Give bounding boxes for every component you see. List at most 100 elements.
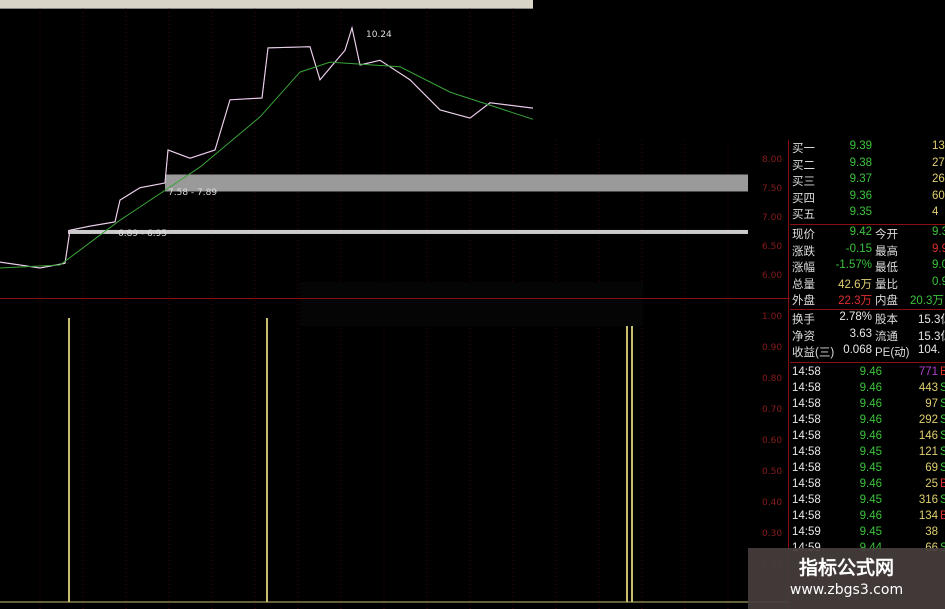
watermark: 指标公式网 www.zbgs3.com [748, 548, 945, 609]
quote-row: 涨跌 -0.15 最高 9.9 [792, 243, 945, 259]
tick-volume: 69 [925, 462, 938, 474]
peak-label: 10.24 [366, 30, 392, 40]
price-axis-label: 6.00 [762, 271, 783, 281]
tick-volume: 771 [918, 366, 938, 378]
bid-label: 买二 [792, 159, 815, 172]
bid-volume: 26 [932, 173, 945, 185]
stat-label: 总量 [792, 278, 815, 291]
quote-row: 14:58 9.46 146 S [792, 430, 945, 446]
stat-value: 9.9 [932, 242, 945, 255]
band-high-label: 7.58 - 7.89 [168, 188, 218, 198]
watermark-title: 指标公式网 [798, 557, 894, 579]
tick-price: 9.45 [859, 462, 882, 474]
quote-row: 14:58 9.45 316 S [792, 494, 945, 510]
separator [790, 224, 945, 225]
tick-time: 14:58 [792, 366, 821, 378]
fund-value: 104. [918, 344, 941, 356]
stat-label: 外盘 [792, 295, 815, 307]
volume-axis-label: 0.80 [762, 374, 783, 384]
quote-row: 14:58 9.46 25 B [792, 478, 945, 494]
volume-axis-label: 0.50 [762, 467, 783, 477]
fund-label: PE(动) [875, 347, 910, 359]
quote-row: 总量 42.6万 量比 0.9 [792, 276, 945, 292]
volume-axis-label: 0.40 [762, 498, 783, 508]
tick-time: 14:59 [792, 526, 821, 538]
quote-row: 涨幅 -1.57% 最低 9.0 [792, 259, 945, 275]
tick-price: 9.46 [859, 430, 882, 442]
quote-row: 外盘 22.3万 内盘 20.3万 [792, 292, 945, 308]
quote-row: 14:58 9.45 121 S [792, 446, 945, 462]
tick-time: 14:58 [792, 382, 821, 394]
quote-row: 14:58 9.46 97 S [792, 398, 945, 414]
bid-volume: 4 [932, 206, 939, 218]
stat-value: 42.6万 [838, 278, 872, 291]
quote-row: 14:59 9.45 38 [792, 526, 945, 542]
quote-row: 14:58 9.46 771 B [792, 366, 945, 382]
bid-price: 9.36 [849, 189, 872, 202]
bid-volume: 60 [932, 189, 945, 202]
quote-row: 买三 9.37 26 [792, 173, 945, 189]
price-axis-label: 6.50 [762, 242, 783, 252]
tick-flag: S [940, 414, 945, 426]
watermark-url: www.zbgs3.com [789, 582, 904, 598]
quote-row: 收益(三) 0.068 PE(动) 104. [792, 344, 945, 360]
tick-flag: B [940, 366, 945, 378]
tick-price: 9.45 [859, 446, 882, 458]
tick-volume: 146 [918, 430, 938, 442]
tick-flag: S [940, 446, 945, 458]
axis-divider [788, 140, 789, 609]
tick-price: 9.45 [859, 494, 882, 506]
ma-line [0, 61, 534, 269]
volume-axis-label: 0.60 [762, 436, 783, 446]
tick-volume: 121 [918, 446, 938, 458]
bid-volume: 27 [932, 156, 945, 169]
volume-axis-label: 0.30 [762, 529, 783, 539]
quote-row: 14:58 9.46 134 B [792, 510, 945, 526]
tick-volume: 97 [925, 398, 938, 410]
tick-volume: 25 [925, 478, 938, 490]
stat-label: 最低 [875, 262, 898, 274]
tick-price: 9.46 [859, 366, 882, 378]
fund-label: 股本 [875, 314, 898, 326]
bid-label: 买四 [792, 192, 815, 205]
tick-price: 9.45 [859, 526, 882, 538]
fund-value: 3.63 [849, 327, 872, 340]
fund-value: 15.3亿 [918, 314, 945, 326]
stat-value: 20.3万 [910, 295, 944, 307]
stat-label: 最高 [875, 245, 898, 258]
quote-row: 14:58 9.46 443 S [792, 382, 945, 398]
separator [790, 362, 945, 363]
tick-time: 14:58 [792, 462, 821, 474]
tick-time: 14:58 [792, 446, 821, 458]
tick-time: 14:58 [792, 510, 821, 522]
tick-flag: S [940, 462, 945, 474]
band-high [165, 174, 748, 192]
tick-flag: S [940, 398, 945, 410]
quote-row: 买四 9.36 60 [792, 190, 945, 206]
price-axis-label: 7.00 [762, 213, 783, 223]
price-axis-label: 7.50 [762, 184, 783, 194]
fund-label: 净资 [792, 330, 815, 343]
tick-time: 14:58 [792, 414, 821, 426]
tick-time: 14:58 [792, 494, 821, 506]
tick-price: 9.46 [859, 414, 882, 426]
tick-time: 14:58 [792, 478, 821, 490]
stat-value: 22.3万 [838, 295, 872, 307]
stat-label: 涨跌 [792, 245, 815, 258]
stat-value: 9.42 [849, 226, 872, 238]
tick-volume: 134 [918, 510, 938, 522]
tick-volume: 38 [925, 526, 938, 538]
volume-axis-label: 0.70 [762, 405, 783, 415]
stat-value: 9.0 [932, 259, 945, 271]
quote-row: 现价 9.42 今开 9.3 [792, 226, 945, 242]
tick-volume: 316 [918, 494, 938, 506]
quote-row: 14:58 9.45 69 S [792, 462, 945, 478]
tick-time: 14:58 [792, 430, 821, 442]
menu-bar[interactable] [0, 0, 537, 9]
quote-row: 买一 9.39 13 [792, 140, 945, 156]
bid-label: 买三 [792, 176, 815, 188]
tick-price: 9.46 [859, 510, 882, 522]
separator [790, 309, 945, 310]
fund-label: 流通 [875, 330, 898, 343]
